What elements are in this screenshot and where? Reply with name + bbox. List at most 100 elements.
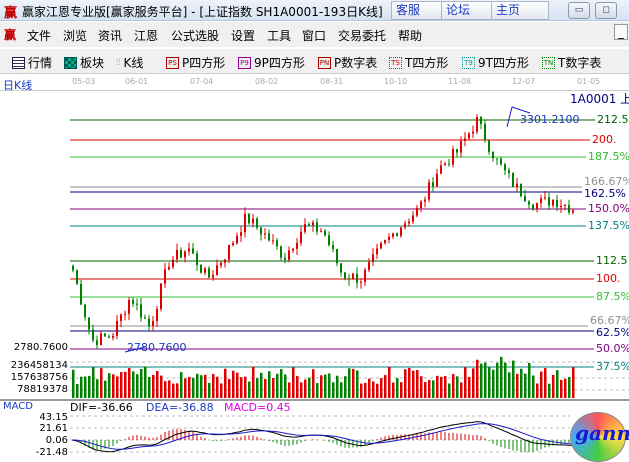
volume-bar <box>148 376 151 398</box>
toolbar-label: 9P四方形 <box>254 56 305 70</box>
volume-bar <box>508 372 511 398</box>
toolbar-kline[interactable]: ⫶⫶ K线 <box>116 54 143 71</box>
macd-axis-label: 21.61 <box>39 423 68 434</box>
toolbar: 行情 板块 ⫶⫶ K线 PS P四方形 P9 9P四方形 PN P数字表 TS T四方形 … <box>0 48 629 74</box>
volume-bar <box>244 376 247 398</box>
mdi-minimize-button[interactable]: _ <box>614 24 628 40</box>
volume-bar <box>488 367 491 398</box>
candle-body <box>220 262 222 266</box>
candle-body <box>104 333 106 337</box>
p9-icon: P9 <box>238 56 251 69</box>
volume-bar <box>104 380 107 398</box>
candle-body <box>472 131 474 134</box>
ps-icon: PS <box>166 56 179 69</box>
toolbar-p-table[interactable]: PN P数字表 <box>318 54 377 71</box>
kline-chart[interactable] <box>0 91 629 458</box>
forum-button[interactable]: 论坛 <box>441 1 499 20</box>
volume-bar <box>156 371 159 398</box>
volume-bar <box>296 375 299 398</box>
menu-trade[interactable]: 交易委托 <box>338 29 387 43</box>
candle-body <box>448 163 450 165</box>
macd-axis-label: 43.15 <box>39 412 68 423</box>
volume-bar <box>216 376 219 398</box>
candle-body <box>324 230 326 236</box>
menu-settings[interactable]: 设置 <box>231 29 256 43</box>
date-label: 06-01 <box>125 77 149 86</box>
candle-body <box>76 270 78 284</box>
volume-bar <box>432 380 435 398</box>
gann-level-label: 87.5% <box>596 290 629 303</box>
toolbar-sectors[interactable]: 板块 <box>64 54 104 71</box>
candle-body <box>208 268 210 278</box>
candle-body <box>508 170 510 173</box>
menu-file[interactable]: 文件 <box>27 29 52 43</box>
candle-body <box>384 239 386 244</box>
volume-bar <box>524 373 527 398</box>
volume-bar <box>464 367 467 398</box>
toolbar-label: P数字表 <box>334 56 378 70</box>
toolbar-quotes[interactable]: 行情 <box>12 54 52 71</box>
candle-body <box>80 283 82 305</box>
menu-window[interactable]: 窗口 <box>302 29 327 43</box>
candle-body <box>556 199 558 208</box>
volume-bar <box>240 377 243 398</box>
gann-level-label: 37.5% <box>596 360 629 373</box>
volume-bar <box>328 373 331 398</box>
gann-level-label: 137.5% <box>588 219 629 232</box>
volume-bar <box>504 362 507 398</box>
volume-bar <box>220 383 223 398</box>
volume-bar <box>392 382 395 398</box>
service-button[interactable]: 客服 <box>391 1 449 20</box>
volume-bar <box>536 383 539 398</box>
gann-level-label: 162.5% <box>584 187 626 200</box>
menu-tools[interactable]: 工具 <box>267 29 292 43</box>
candle-body <box>232 243 234 245</box>
candle-body <box>212 275 214 278</box>
candle-body <box>564 205 566 207</box>
volume-bar <box>124 371 127 398</box>
menu-formula[interactable]: 公式选股 <box>171 29 220 43</box>
volume-bar <box>200 375 203 398</box>
candle-body <box>160 283 162 309</box>
candle-body <box>492 151 494 159</box>
volume-bar <box>152 374 155 398</box>
candle-body <box>108 336 110 338</box>
minimize-button[interactable]: ▭ <box>568 2 590 19</box>
candle-body <box>388 236 390 240</box>
symbol-code: 1A0001 <box>570 92 617 106</box>
toolbar-9t-square[interactable]: T9 9T四方形 <box>462 54 529 71</box>
menu-help[interactable]: 帮助 <box>398 29 423 43</box>
volume-bar <box>92 367 95 398</box>
toolbar-t-square[interactable]: TS T四方形 <box>389 54 448 71</box>
volume-bar <box>224 368 227 398</box>
toolbar-9p-square[interactable]: P9 9P四方形 <box>238 54 305 71</box>
volume-bar <box>188 376 191 398</box>
homepage-button[interactable]: 主页 <box>491 1 549 20</box>
candle-body <box>316 222 318 232</box>
menu-gann[interactable]: 江恩 <box>134 29 159 43</box>
toolbar-p-square[interactable]: PS P四方形 <box>166 54 225 71</box>
gann-level-label: 112.5 <box>596 254 628 267</box>
volume-bar <box>492 369 495 398</box>
volume-bar <box>540 371 543 398</box>
candle-body <box>440 165 442 174</box>
candle-body <box>188 248 190 252</box>
candle-body <box>332 245 334 249</box>
gann-level-label: 66.67% <box>590 314 629 327</box>
restore-button[interactable]: ◻ <box>595 2 617 19</box>
volume-bar <box>560 379 563 398</box>
volume-bar <box>100 368 103 398</box>
low-price-label: 2780.7600 <box>127 341 187 354</box>
toolbar-t-table[interactable]: TN T数字表 <box>542 54 601 71</box>
candle-body <box>144 317 146 319</box>
candle-body <box>180 249 182 258</box>
volume-bar <box>548 383 551 398</box>
volume-bar <box>404 369 407 398</box>
menu-info[interactable]: 资讯 <box>98 29 123 43</box>
volume-bar <box>336 375 339 398</box>
volume-axis-label: 78819378 <box>17 384 68 395</box>
candle-body <box>292 248 294 251</box>
menu-browse[interactable]: 浏览 <box>63 29 88 43</box>
volume-bar <box>568 377 571 398</box>
volume-bar <box>312 369 315 398</box>
